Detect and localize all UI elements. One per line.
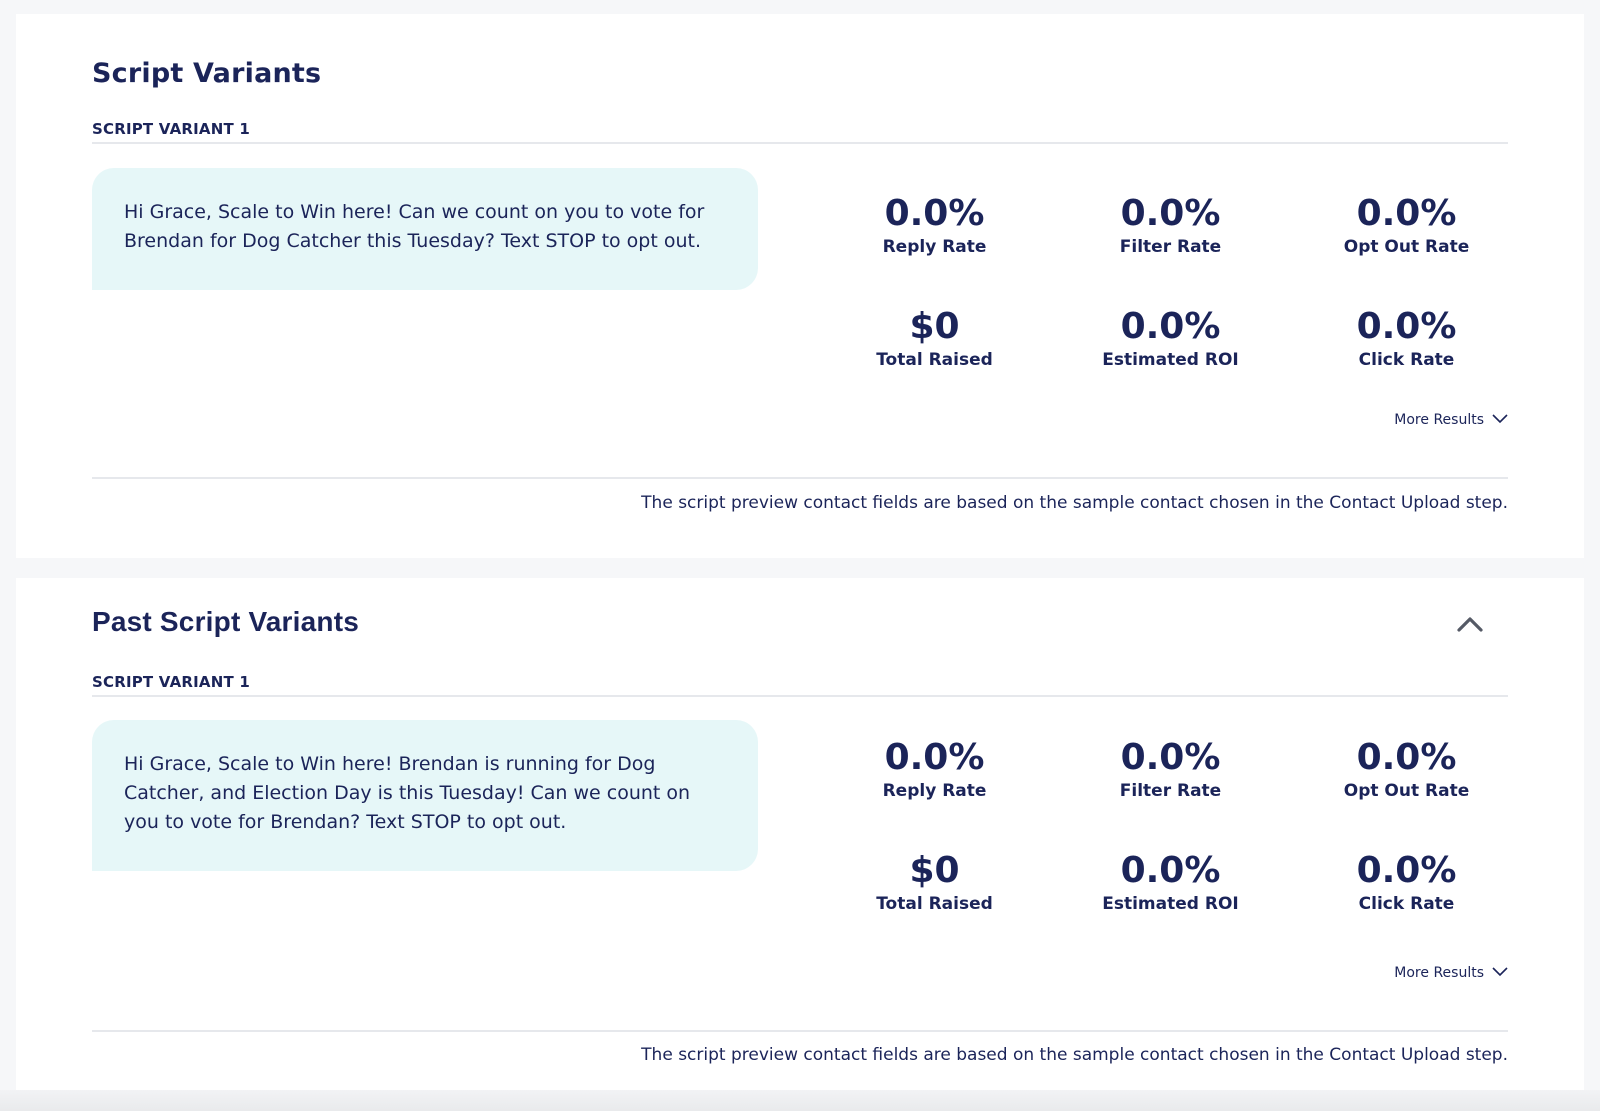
stat-label: Filter Rate (1119, 237, 1222, 257)
section-title: Script Variants (92, 58, 322, 89)
variant-label: SCRIPT VARIANT 1 (92, 120, 1508, 144)
stat-label: Estimated ROI (1102, 350, 1239, 370)
stat-label: Click Rate (1358, 350, 1455, 370)
variant-label: SCRIPT VARIANT 1 (92, 673, 1508, 697)
stat-label: Total Raised (876, 894, 993, 914)
stat-estimated-roi: 0.0% Estimated ROI (1052, 307, 1289, 371)
script-preview-note: The script preview contact fields are ba… (641, 493, 1508, 513)
stat-value: 0.0% (1120, 850, 1221, 891)
stat-value: $0 (909, 850, 960, 891)
stat-value: 0.0% (1356, 193, 1457, 234)
divider (92, 1030, 1508, 1032)
page-bottom-edge (0, 1090, 1600, 1111)
stat-reply-rate: 0.0% Reply Rate (816, 194, 1053, 258)
stat-opt-out-rate: 0.0% Opt Out Rate (1288, 738, 1525, 802)
stat-label: Total Raised (876, 350, 993, 370)
stat-label: Opt Out Rate (1343, 781, 1470, 801)
more-results-label: More Results (1394, 412, 1484, 428)
stat-value: 0.0% (1356, 850, 1457, 891)
chevron-up-icon (1456, 615, 1484, 637)
more-results-button[interactable]: More Results (1394, 965, 1508, 981)
collapse-button[interactable] (1452, 608, 1488, 644)
stat-reply-rate: 0.0% Reply Rate (816, 738, 1053, 802)
stat-filter-rate: 0.0% Filter Rate (1052, 738, 1289, 802)
divider (92, 477, 1508, 479)
stat-value: 0.0% (1356, 737, 1457, 778)
script-message-bubble: Hi Grace, Scale to Win here! Brendan is … (92, 720, 758, 871)
stat-value: 0.0% (1356, 306, 1457, 347)
stat-label: Estimated ROI (1102, 894, 1239, 914)
stat-label: Reply Rate (882, 237, 987, 257)
section-title: Past Script Variants (92, 606, 360, 637)
script-variants-card: Script Variants SCRIPT VARIANT 1 Hi Grac… (16, 14, 1584, 558)
stat-filter-rate: 0.0% Filter Rate (1052, 194, 1289, 258)
past-script-variants-card: Past Script Variants SCRIPT VARIANT 1 Hi… (16, 578, 1584, 1111)
stat-total-raised: $0 Total Raised (816, 307, 1053, 371)
stat-value: 0.0% (884, 737, 985, 778)
stat-label: Reply Rate (882, 781, 987, 801)
stat-total-raised: $0 Total Raised (816, 851, 1053, 915)
more-results-button[interactable]: More Results (1394, 412, 1508, 428)
stat-value: 0.0% (884, 193, 985, 234)
stat-opt-out-rate: 0.0% Opt Out Rate (1288, 194, 1525, 258)
script-preview-note: The script preview contact fields are ba… (641, 1045, 1508, 1065)
stat-label: Click Rate (1358, 894, 1455, 914)
more-results-label: More Results (1394, 965, 1484, 981)
stat-label: Filter Rate (1119, 781, 1222, 801)
stat-click-rate: 0.0% Click Rate (1288, 851, 1525, 915)
stat-click-rate: 0.0% Click Rate (1288, 307, 1525, 371)
stat-value: 0.0% (1120, 306, 1221, 347)
stat-value: 0.0% (1120, 737, 1221, 778)
chevron-down-icon (1492, 412, 1508, 428)
stat-value: 0.0% (1120, 193, 1221, 234)
chevron-down-icon (1492, 965, 1508, 981)
stat-label: Opt Out Rate (1343, 237, 1470, 257)
stat-value: $0 (909, 306, 960, 347)
stat-estimated-roi: 0.0% Estimated ROI (1052, 851, 1289, 915)
script-message-bubble: Hi Grace, Scale to Win here! Can we coun… (92, 168, 758, 290)
